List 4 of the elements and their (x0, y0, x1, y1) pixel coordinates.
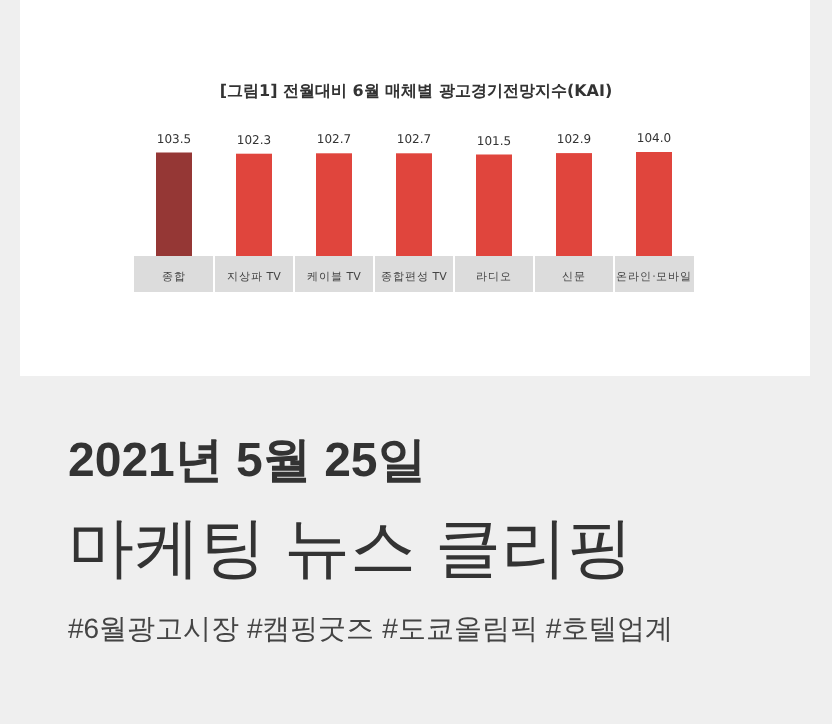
text: 마케팅 뉴스 클리핑 (68, 510, 633, 584)
text: 2021년 5월 25일 (68, 434, 426, 488)
text: #6월광고시장 #캠핑굿즈 #도쿄올림픽 #호텔업계 (68, 612, 674, 644)
chart-title: [그림1] 전월대비 6월 매체별 광고경기전망지수(KAI) (219, 82, 613, 100)
